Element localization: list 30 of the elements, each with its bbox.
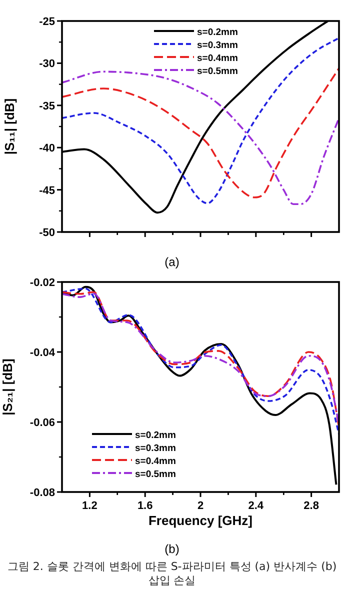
y-tick-label: -30 <box>39 58 55 70</box>
y-tick-label: -0.06 <box>30 417 55 429</box>
y-tick-label: -0.02 <box>30 277 55 289</box>
x-tick-label: 2.4 <box>248 500 264 512</box>
text: (a) <box>164 255 180 269</box>
legend-label: s=0.5mm <box>135 469 176 480</box>
legend-label: s=0.5mm <box>197 66 238 77</box>
legend-label: s=0.3mm <box>135 443 176 454</box>
y-tick-label: -0.08 <box>30 487 55 499</box>
text: (b) <box>164 542 180 556</box>
legend-label: s=0.3mm <box>197 40 238 51</box>
y-tick-label: -0.04 <box>30 347 56 359</box>
legend-label: s=0.4mm <box>135 456 176 467</box>
x-tick-label: 1.6 <box>137 500 153 512</box>
caption: 그림 2. 슬롯 간격에 변화에 따른 S-파라미터 특성 (a) 반사계수 (b) 삽입 손실 <box>6 560 338 588</box>
legend-label: s=0.4mm <box>197 53 238 64</box>
y-tick-label: -50 <box>39 227 55 239</box>
y-tick-label: -35 <box>39 100 55 112</box>
legend-label: s=0.2mm <box>135 430 176 441</box>
x-tick-label: 2 <box>197 500 204 512</box>
y-tick-label: -45 <box>39 184 55 197</box>
x-axis-title: Frequency [GHz] <box>148 513 253 528</box>
y-axis-title: |S₂₁| [dB] <box>0 358 15 416</box>
x-tick-label: 1.2 <box>82 500 98 512</box>
x-tick-label: 2.8 <box>304 500 319 512</box>
y-tick-label: -25 <box>39 16 55 28</box>
y-axis-title: |S₁₁| [dB] <box>2 98 17 155</box>
legend-label: s=0.2mm <box>197 27 238 38</box>
y-tick-label: -40 <box>39 142 55 155</box>
line-series <box>62 36 339 204</box>
